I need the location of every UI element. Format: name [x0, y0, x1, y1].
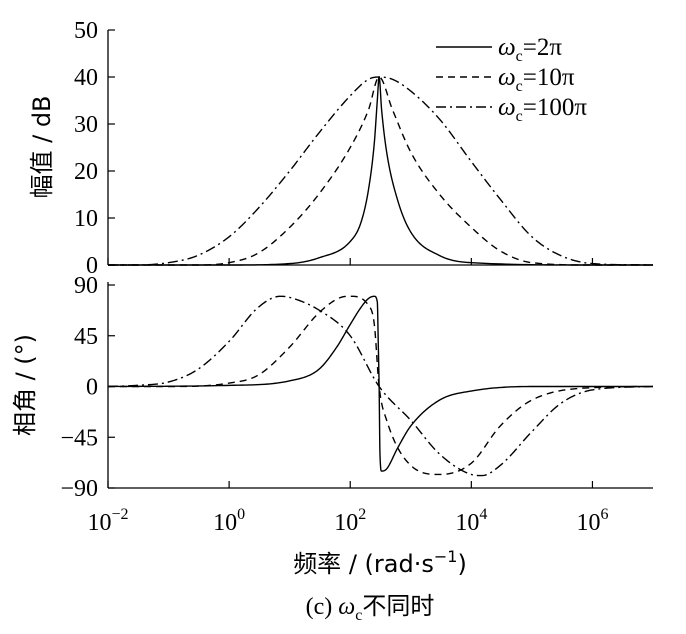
magnitude-y-tick-label: 10	[74, 206, 98, 232]
phase-y-tick-label: 90	[74, 273, 98, 299]
magnitude-panel: 0 10 20 30 40 50 幅值 / dB	[28, 18, 654, 279]
x-tick-label: 10−2	[87, 506, 128, 536]
magnitude-series-line-1	[108, 76, 653, 266]
phase-series-line-3	[107, 295, 654, 477]
magnitude-y-tick-label: 30	[74, 112, 98, 138]
phase-y-tick-label: −90	[60, 476, 98, 502]
magnitude-y-tick-label: 40	[74, 65, 98, 91]
magnitude-series-line-3	[108, 76, 654, 266]
magnitude-y-label: 幅值 / dB	[28, 95, 56, 198]
x-tick-label: 100	[213, 506, 245, 536]
legend-label-2: ωc=10π	[498, 64, 575, 95]
phase-y-tick-label: −45	[60, 425, 98, 451]
magnitude-y-tick-label: 50	[74, 18, 98, 44]
legend-label-3: ωc=100π	[498, 94, 587, 125]
x-tick-label: 104	[455, 506, 487, 536]
phase-y-tick-label: 45	[74, 324, 98, 350]
figure-caption: (c) ωc不同时	[306, 592, 435, 624]
legend-label-1: ωc=2π	[498, 34, 562, 65]
x-axis-title: 频率 / (rad·s−1)	[293, 547, 467, 578]
phase-panel: −90 −45 0 45 90 10−2 100 102 104 106 相角 / (°)	[11, 273, 654, 536]
phase-y-label: 相角 / (°)	[11, 334, 39, 436]
phase-y-tick-label: 0	[86, 375, 98, 401]
x-tick-label: 106	[576, 506, 608, 536]
x-tick-label: 102	[334, 506, 366, 536]
phase-series-line-2	[108, 295, 654, 476]
magnitude-y-tick-label: 0	[86, 253, 98, 279]
magnitude-y-tick-label: 20	[74, 159, 98, 185]
phase-series-line-1	[107, 295, 653, 472]
